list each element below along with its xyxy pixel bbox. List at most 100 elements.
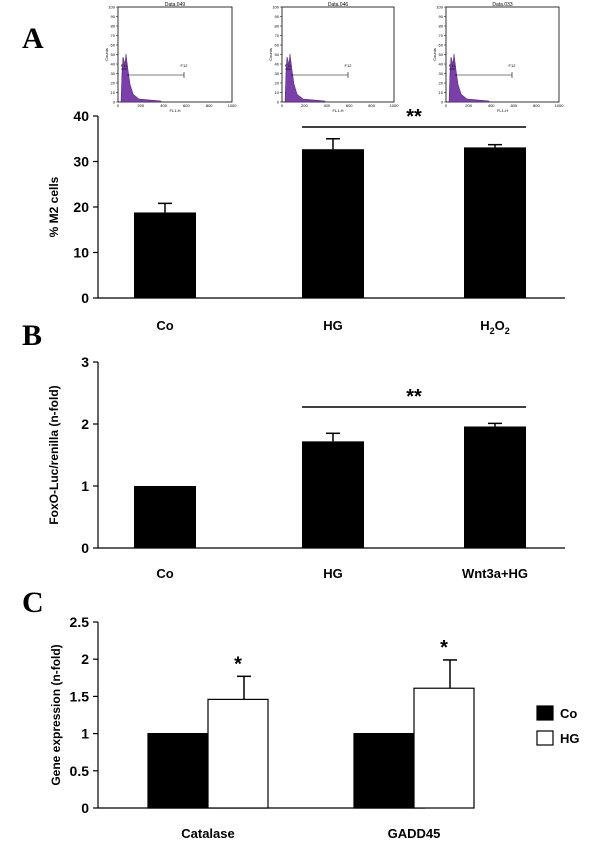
histogram-ytick-label: 20 bbox=[275, 81, 280, 86]
panel-letter-a: A bbox=[22, 22, 44, 55]
histogram-xtick-label: 400 bbox=[323, 103, 330, 108]
bar bbox=[464, 426, 526, 548]
y-tick-label: 2.5 bbox=[70, 614, 90, 630]
y-axis-label: % M2 cells bbox=[47, 176, 61, 237]
significance-label: ** bbox=[406, 386, 422, 408]
histogram-ytick-label: 80 bbox=[275, 24, 280, 29]
histogram-ytick-label: 0 bbox=[277, 100, 280, 105]
histogram-xtick-label: 600 bbox=[183, 103, 190, 108]
y-tick-label: 1 bbox=[81, 478, 89, 494]
histogram-xtick-label: 800 bbox=[533, 103, 540, 108]
histogram-xtick-label: 1000 bbox=[555, 103, 565, 108]
histogram-frame bbox=[117, 6, 233, 103]
histogram-peak bbox=[284, 53, 326, 103]
histogram-xtick-label: 0 bbox=[445, 103, 448, 108]
histogram-ytick-label: 0 bbox=[113, 100, 116, 105]
histogram-ytick-label: 0 bbox=[441, 100, 444, 105]
gate-f12-label: F12 bbox=[181, 63, 189, 68]
histogram-xtick-label: 200 bbox=[301, 103, 308, 108]
histogram-peak bbox=[448, 53, 490, 103]
histogram-xtick-label: 800 bbox=[368, 103, 375, 108]
panel-letter-b: B bbox=[22, 319, 42, 352]
chart-panel-c: 0 0.5 1 1.5 2 2.5 Gene expression (n-fold) * Cat… bbox=[49, 614, 580, 841]
histogram-frame bbox=[281, 6, 395, 103]
histogram-ytick-label: 40 bbox=[111, 62, 116, 67]
category-label: H2O2 bbox=[480, 318, 510, 336]
bar bbox=[302, 149, 364, 298]
y-tick-label: 2 bbox=[81, 416, 89, 432]
legend-label: HG bbox=[560, 731, 580, 746]
bar bbox=[302, 441, 364, 548]
histogram-ytick-label: 20 bbox=[111, 81, 116, 86]
histogram-ytick-label: 60 bbox=[111, 43, 116, 48]
bar bbox=[464, 147, 526, 298]
histogram-xtick-label: 1000 bbox=[228, 103, 238, 108]
histogram-ytick-label: 100 bbox=[108, 5, 115, 10]
y-axis-label: Gene expression (n-fold) bbox=[49, 644, 63, 785]
histogram-xtick-label: 0 bbox=[281, 103, 284, 108]
bar bbox=[134, 486, 196, 548]
category-label: Co bbox=[156, 318, 173, 333]
histogram-xtick-label: 200 bbox=[465, 103, 472, 108]
histogram-ytick-label: 50 bbox=[111, 52, 116, 57]
histogram-xtick-label: 800 bbox=[206, 103, 213, 108]
y-tick-label: 0 bbox=[81, 540, 89, 556]
histogram-ytick-label: 50 bbox=[275, 52, 280, 57]
histogram-peak bbox=[120, 53, 162, 103]
histogram-ytick-label: 10 bbox=[275, 90, 280, 95]
histogram-ytick-label: 90 bbox=[275, 14, 280, 19]
significance-label: ** bbox=[406, 106, 422, 128]
histogram-ytick-label: 10 bbox=[111, 90, 116, 95]
panel-letter-c: C bbox=[22, 586, 44, 619]
histogram-xtick-label: 400 bbox=[160, 103, 167, 108]
histogram-xtick-label: 200 bbox=[137, 103, 144, 108]
chart-panel-a: 0 10 20 30 40 % M2 cells Co HG H2O2 ** bbox=[47, 106, 565, 336]
histogram-ytick-label: 40 bbox=[439, 62, 444, 67]
category-label: HG bbox=[323, 566, 343, 581]
legend-swatch bbox=[536, 730, 554, 746]
histogram-ytick-label: 100 bbox=[436, 5, 443, 10]
histogram-ytick-label: 70 bbox=[275, 33, 280, 38]
y-tick-label: 20 bbox=[73, 199, 89, 215]
histogram-frame bbox=[445, 6, 560, 103]
significance-label: * bbox=[234, 653, 242, 675]
chart-panel-b: 0 1 2 3 FoxO-Luc/renilla (n-fold) Co HG Wnt3a+H… bbox=[47, 354, 565, 581]
legend-label: Co bbox=[560, 706, 577, 721]
histogram-ytick-label: 30 bbox=[111, 71, 116, 76]
gate-f12-label: F12 bbox=[509, 63, 517, 68]
histogram-ylabel: Counts bbox=[268, 48, 273, 61]
y-axis-label: FoxO-Luc/renilla (n-fold) bbox=[47, 385, 61, 524]
histogram-ytick-label: 60 bbox=[275, 43, 280, 48]
gate-f12-label: F12 bbox=[345, 63, 353, 68]
histogram-ytick-label: 90 bbox=[439, 14, 444, 19]
histogram-ytick-label: 10 bbox=[439, 90, 444, 95]
y-tick-label: 1 bbox=[81, 726, 89, 742]
bar bbox=[134, 212, 196, 298]
category-label: Co bbox=[156, 566, 173, 581]
histogram-xtick-label: 600 bbox=[346, 103, 353, 108]
histogram-ytick-label: 100 bbox=[272, 5, 279, 10]
y-tick-label: 0.5 bbox=[70, 763, 90, 779]
y-tick-label: 2 bbox=[81, 651, 89, 667]
y-tick-label: 30 bbox=[73, 154, 89, 170]
gate-f11-label: F11 bbox=[121, 63, 128, 68]
histogram-ytick-label: 80 bbox=[111, 24, 116, 29]
y-tick-label: 0 bbox=[81, 800, 89, 816]
category-label: GADD45 bbox=[388, 826, 441, 841]
y-tick-label: 3 bbox=[81, 354, 89, 370]
bar bbox=[207, 698, 269, 809]
category-label: HG bbox=[323, 318, 343, 333]
legend-swatch bbox=[536, 705, 554, 721]
histogram-ylabel: Counts bbox=[104, 48, 109, 61]
histogram-ytick-label: 50 bbox=[439, 52, 444, 57]
gate-f11-label: F11 bbox=[285, 63, 292, 68]
histogram-ytick-label: 70 bbox=[111, 33, 116, 38]
significance-label: * bbox=[440, 637, 448, 659]
histogram-ylabel: Counts bbox=[432, 48, 437, 61]
histogram-title: Data.049 bbox=[165, 2, 186, 8]
histogram-xtick-label: 400 bbox=[488, 103, 495, 108]
histogram-ytick-label: 60 bbox=[439, 43, 444, 48]
